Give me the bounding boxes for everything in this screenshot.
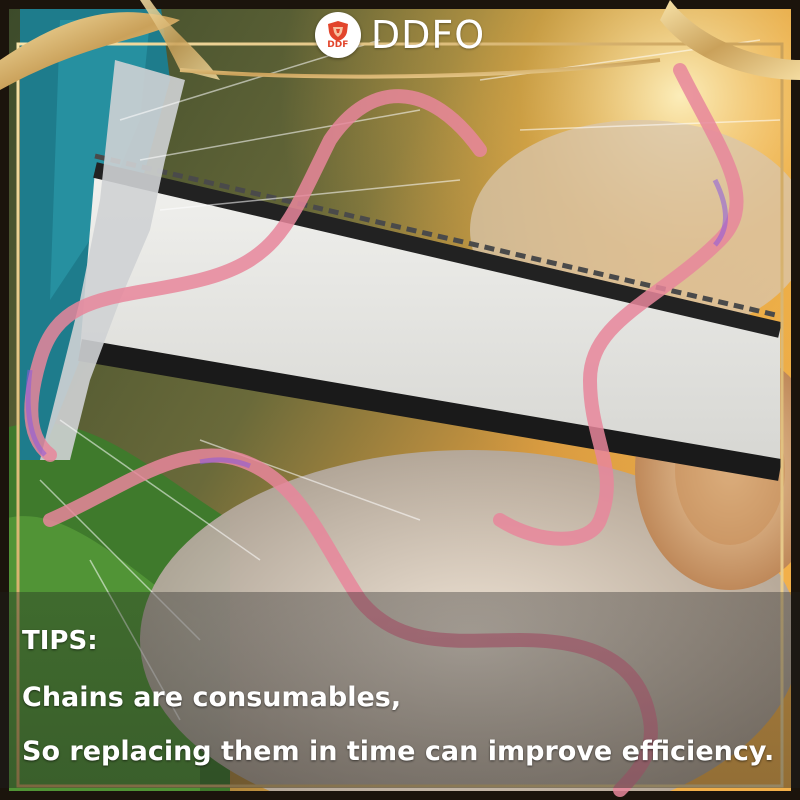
brand-name: DDFO	[370, 13, 486, 57]
brand-header: DDF DDFO	[0, 12, 800, 58]
tips-line-2: So replacing them in time can improve ef…	[22, 736, 775, 767]
tips-title: TIPS:	[22, 626, 98, 656]
tips-line-1: Chains are consumables,	[22, 682, 402, 713]
tips-band	[0, 592, 800, 788]
brand-logo: DDF	[314, 12, 361, 58]
brand-logo-text: DDF	[327, 40, 349, 50]
shield-crest-icon	[327, 21, 348, 41]
